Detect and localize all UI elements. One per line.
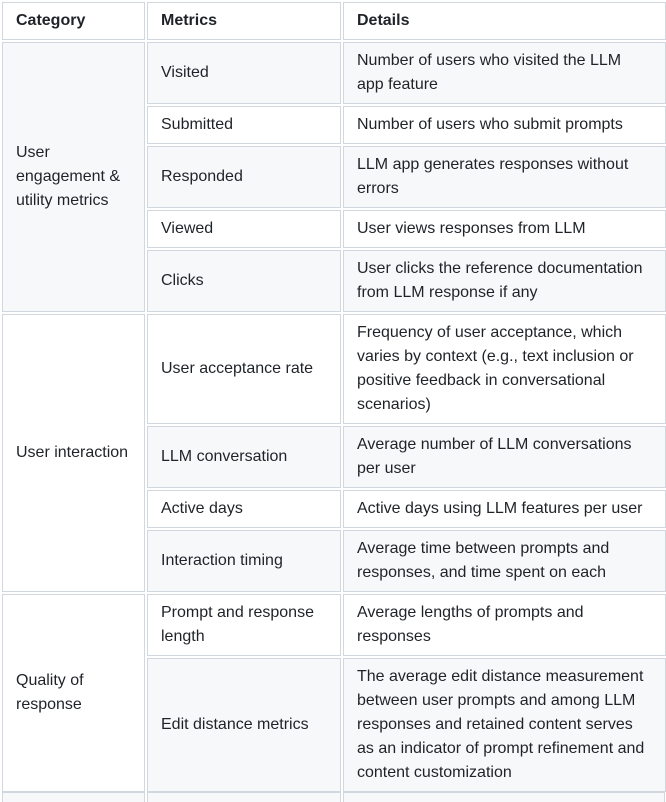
table-row: Responded LLM app generates responses wi…: [2, 146, 666, 208]
table-row: Viewed User views responses from LLM: [2, 210, 666, 248]
metric-cell: Clicks: [147, 250, 341, 312]
header-category: Category: [2, 2, 145, 40]
category-cell: User interaction: [2, 314, 145, 592]
detail-cell: User views responses from LLM: [343, 210, 666, 248]
detail-cell: Average time between prompts and respons…: [343, 530, 666, 592]
table-row: User interaction User acceptance rate Fr…: [2, 314, 666, 592]
table-header-row: Category Metrics Details: [2, 2, 666, 40]
metric-cell: Viewed: [147, 210, 341, 248]
table-row: Interaction timing Average time between …: [2, 530, 666, 592]
table-row: Clicks User clicks the reference documen…: [2, 250, 666, 312]
category-cell: User engagement & utility metrics: [2, 42, 145, 312]
detail-cell: Active days using LLM features per user: [343, 490, 666, 528]
header-details: Details: [343, 2, 666, 40]
metric-cell: Submitted: [147, 106, 341, 144]
table-row: User engagement & utility metrics Visite…: [2, 42, 666, 312]
detail-cell: Number of users who submit prompts: [343, 106, 666, 144]
category-cell: Quality of response: [2, 594, 145, 792]
metric-cell: Visited: [147, 42, 341, 104]
table-row: Edit distance metrics The average edit d…: [2, 658, 666, 792]
detail-cell: Average lengths of prompts and responses: [343, 594, 666, 656]
metric-cell: Active days: [147, 490, 341, 528]
detail-cell: Number of users who visited the LLM app …: [343, 42, 666, 104]
metric-cell: Prompt and response length: [147, 594, 341, 656]
table-row: Submitted Number of users who submit pro…: [2, 106, 666, 144]
next-row-metric-cell: [147, 792, 341, 802]
detail-cell: Average number of LLM conversations per …: [343, 426, 666, 488]
detail-cell: The average edit distance measurement be…: [343, 658, 666, 792]
table-row: LLM conversation Average number of LLM c…: [2, 426, 666, 488]
detail-cell: LLM app generates responses without erro…: [343, 146, 666, 208]
header-metrics: Metrics: [147, 2, 341, 40]
next-row-category-cell: [2, 792, 145, 802]
detail-cell: User clicks the reference documentation …: [343, 250, 666, 312]
metric-cell: Interaction timing: [147, 530, 341, 592]
metric-cell: LLM conversation: [147, 426, 341, 488]
detail-cell: Frequency of user acceptance, which vari…: [343, 314, 666, 424]
table-row: Quality of response Prompt and response …: [2, 594, 666, 792]
next-row-detail-cell: [343, 792, 665, 802]
metric-cell: Responded: [147, 146, 341, 208]
metric-cell: User acceptance rate: [147, 314, 341, 424]
metric-cell: Edit distance metrics: [147, 658, 341, 792]
